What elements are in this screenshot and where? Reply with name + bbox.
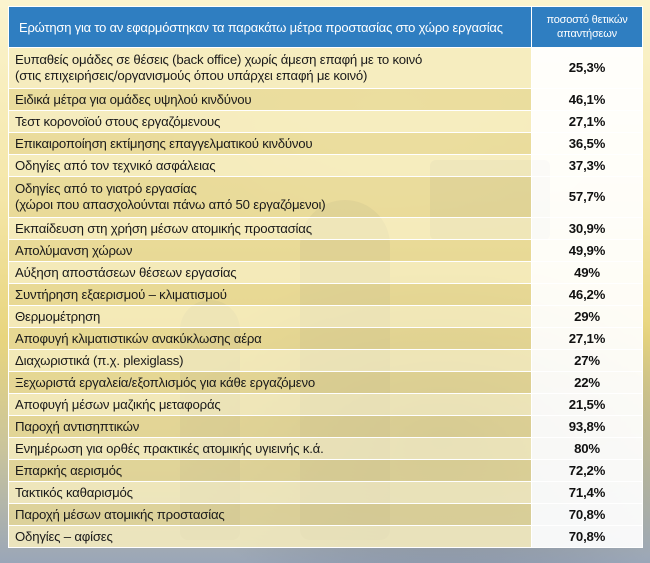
measure-text: Διαχωριστικά (π.χ. plexiglass)	[15, 352, 184, 368]
measure-cell: Εκπαίδευση στη χρήση μέσων ατομικής προσ…	[8, 217, 532, 240]
measure-cell: Οδηγίες από το γιατρό εργασίας (χώροι που…	[8, 176, 532, 218]
percent-header: ποσοστό θετικών απαντήσεων	[531, 6, 643, 48]
measure-note: (στις επιχειρήσεις/οργανισμούς όπου υπάρ…	[15, 68, 368, 83]
table-row: Οδηγίες από το γιατρό εργασίας (χώροι που…	[8, 176, 643, 218]
table-row: Τεστ κορονοϊού στους εργαζόμενους 27,1%	[8, 110, 643, 133]
measure-text: Αποφυγή μέσων μαζικής μεταφοράς	[15, 396, 221, 412]
measure-text: Παροχή μέσων ατομικής προστασίας	[15, 506, 225, 522]
measure-text: Θερμομέτρηση	[15, 308, 101, 324]
table-row: Ξεχωριστά εργαλεία/εξοπλισμός για κάθε ε…	[8, 371, 643, 394]
table-row: Αποφυγή κλιματιστικών ανακύκλωσης αέρα 27…	[8, 327, 643, 350]
table-row: Αύξηση αποστάσεων θέσεων εργασίας 49%	[8, 261, 643, 284]
measure-cell: Θερμομέτρηση	[8, 305, 532, 328]
protection-measures-table: Ερώτηση για το αν εφαρμόστηκαν τα παρακά…	[8, 6, 643, 548]
table-body: Ευπαθείς ομάδες σε θέσεις (back office) …	[8, 47, 643, 548]
measure-text: Τεστ κορονοϊού στους εργαζόμενους	[15, 113, 221, 129]
table-row: Διαχωριστικά (π.χ. plexiglass) 27%	[8, 349, 643, 372]
table-row: Οδηγίες – αφίσες 70,8%	[8, 525, 643, 548]
measure-text: Ευπαθείς ομάδες σε θέσεις (back office) …	[15, 52, 423, 67]
measure-cell: Ειδικά μέτρα για ομάδες υψηλού κινδύνου	[8, 88, 532, 111]
measure-cell: Τεστ κορονοϊού στους εργαζόμενους	[8, 110, 532, 133]
measure-text: Εκπαίδευση στη χρήση μέσων ατομικής προσ…	[15, 220, 312, 236]
measure-note: (χώροι που απασχολούνται πάνω από 50 εργ…	[15, 197, 326, 212]
measure-text: Οδηγίες – αφίσες	[15, 528, 113, 544]
table-row: Αποφυγή μέσων μαζικής μεταφοράς 21,5%	[8, 393, 643, 416]
measure-text: Συντήρηση εξαερισμού – κλιματισμού	[15, 286, 227, 302]
percent-cell: 46,2%	[531, 283, 643, 306]
measure-cell: Διαχωριστικά (π.χ. plexiglass)	[8, 349, 532, 372]
table-row: Ενημέρωση για ορθές πρακτικές ατομικής υ…	[8, 437, 643, 460]
measure-text: Ειδικά μέτρα για ομάδες υψηλού κινδύνου	[15, 91, 252, 107]
percent-cell: 27%	[531, 349, 643, 372]
percent-header-line2: απαντήσεων	[557, 28, 617, 40]
measure-cell: Επαρκής αερισμός	[8, 459, 532, 482]
percent-header-line1: ποσοστό θετικών	[546, 14, 628, 26]
table-row: Ευπαθείς ομάδες σε θέσεις (back office) …	[8, 47, 643, 89]
measure-cell: Παροχή μέσων ατομικής προστασίας	[8, 503, 532, 526]
table-row: Εκπαίδευση στη χρήση μέσων ατομικής προσ…	[8, 217, 643, 240]
percent-cell: 36,5%	[531, 132, 643, 155]
measure-cell: Τακτικός καθαρισμός	[8, 481, 532, 504]
percent-cell: 27,1%	[531, 327, 643, 350]
percent-cell: 49%	[531, 261, 643, 284]
percent-cell: 29%	[531, 305, 643, 328]
measure-cell: Ξεχωριστά εργαλεία/εξοπλισμός για κάθε ε…	[8, 371, 532, 394]
measure-cell: Οδηγίες – αφίσες	[8, 525, 532, 548]
measure-text: Οδηγίες από το γιατρό εργασίας	[15, 181, 197, 196]
percent-cell: 70,8%	[531, 503, 643, 526]
measure-text: Ξεχωριστά εργαλεία/εξοπλισμός για κάθε ε…	[15, 374, 315, 390]
percent-cell: 22%	[531, 371, 643, 394]
measure-text: Οδηγίες από τον τεχνικό ασφάλειας	[15, 157, 216, 173]
percent-cell: 46,1%	[531, 88, 643, 111]
table-row: Θερμομέτρηση 29%	[8, 305, 643, 328]
percent-cell: 27,1%	[531, 110, 643, 133]
table-row: Παροχή αντισηπτικών 93,8%	[8, 415, 643, 438]
measure-text: Παροχή αντισηπτικών	[15, 418, 140, 434]
table-row: Οδηγίες από τον τεχνικό ασφάλειας 37,3%	[8, 154, 643, 177]
measure-cell: Ενημέρωση για ορθές πρακτικές ατομικής υ…	[8, 437, 532, 460]
percent-cell: 30,9%	[531, 217, 643, 240]
measure-cell: Αύξηση αποστάσεων θέσεων εργασίας	[8, 261, 532, 284]
measure-cell: Αποφυγή κλιματιστικών ανακύκλωσης αέρα	[8, 327, 532, 350]
table-row: Παροχή μέσων ατομικής προστασίας 70,8%	[8, 503, 643, 526]
measure-text: Ενημέρωση για ορθές πρακτικές ατομικής υ…	[15, 440, 324, 456]
measure-text: Επικαιροποίηση εκτίμησης επαγγελματικού …	[15, 135, 313, 151]
measure-text: Αύξηση αποστάσεων θέσεων εργασίας	[15, 264, 237, 280]
percent-cell: 80%	[531, 437, 643, 460]
measure-cell: Απολύμανση χώρων	[8, 239, 532, 262]
percent-cell: 49,9%	[531, 239, 643, 262]
table-row: Συντήρηση εξαερισμού – κλιματισμού 46,2%	[8, 283, 643, 306]
measure-text: Επαρκής αερισμός	[15, 462, 122, 478]
table-row: Τακτικός καθαρισμός 71,4%	[8, 481, 643, 504]
percent-cell: 70,8%	[531, 525, 643, 548]
percent-cell: 37,3%	[531, 154, 643, 177]
measure-cell: Συντήρηση εξαερισμού – κλιματισμού	[8, 283, 532, 306]
measure-text: Απολύμανση χώρων	[15, 242, 133, 258]
measure-cell: Οδηγίες από τον τεχνικό ασφάλειας	[8, 154, 532, 177]
percent-cell: 93,8%	[531, 415, 643, 438]
percent-cell: 21,5%	[531, 393, 643, 416]
measure-cell: Παροχή αντισηπτικών	[8, 415, 532, 438]
table-row: Ειδικά μέτρα για ομάδες υψηλού κινδύνου 4…	[8, 88, 643, 111]
measure-cell: Ευπαθείς ομάδες σε θέσεις (back office) …	[8, 47, 532, 89]
table-row: Επικαιροποίηση εκτίμησης επαγγελματικού …	[8, 132, 643, 155]
question-header: Ερώτηση για το αν εφαρμόστηκαν τα παρακά…	[8, 6, 532, 48]
measure-cell: Αποφυγή μέσων μαζικής μεταφοράς	[8, 393, 532, 416]
percent-cell: 57,7%	[531, 176, 643, 218]
measure-text: Αποφυγή κλιματιστικών ανακύκλωσης αέρα	[15, 330, 262, 346]
measure-text: Τακτικός καθαρισμός	[15, 484, 133, 500]
percent-cell: 72,2%	[531, 459, 643, 482]
table-row: Απολύμανση χώρων 49,9%	[8, 239, 643, 262]
measure-cell: Επικαιροποίηση εκτίμησης επαγγελματικού …	[8, 132, 532, 155]
percent-cell: 71,4%	[531, 481, 643, 504]
table-row: Επαρκής αερισμός 72,2%	[8, 459, 643, 482]
percent-cell: 25,3%	[531, 47, 643, 89]
table-header-row: Ερώτηση για το αν εφαρμόστηκαν τα παρακά…	[8, 6, 643, 48]
